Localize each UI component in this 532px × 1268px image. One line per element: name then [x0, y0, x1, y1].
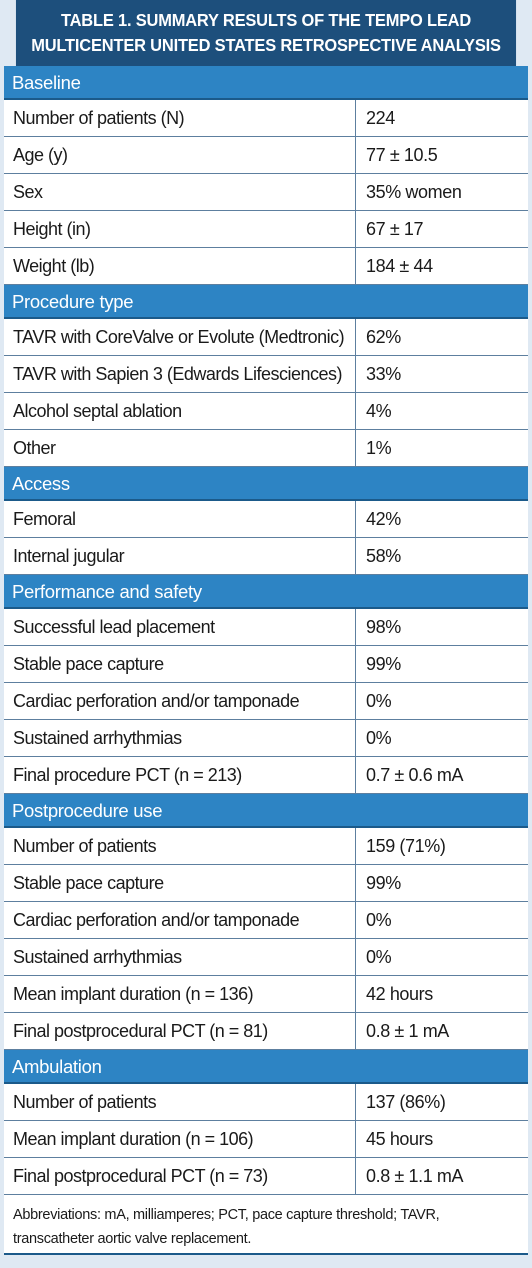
table-row: Final procedure PCT (n = 213) 0.7 ± 0.6 m… [4, 757, 528, 794]
row-label: Height (in) [4, 211, 356, 247]
footnote: Abbreviations: mA, milliamperes; PCT, pa… [4, 1195, 528, 1255]
row-value: 0.7 ± 0.6 mA [356, 757, 528, 793]
row-value: 42 hours [356, 976, 528, 1012]
row-value: 35% women [356, 174, 528, 210]
section-header: Ambulation [4, 1050, 528, 1084]
section-header: Procedure type [4, 285, 528, 319]
row-label: Mean implant duration (n = 136) [4, 976, 356, 1012]
table-row: Stable pace capture 99% [4, 865, 528, 902]
row-value: 58% [356, 538, 528, 574]
table-row: Mean implant duration (n = 136) 42 hours [4, 976, 528, 1013]
row-value: 0.8 ± 1 mA [356, 1013, 528, 1049]
section-header: Access [4, 467, 528, 501]
row-label: Sustained arrhythmias [4, 939, 356, 975]
row-value: 0% [356, 939, 528, 975]
table-row: TAVR with Sapien 3 (Edwards Lifesciences… [4, 356, 528, 393]
row-value: 137 (86%) [356, 1084, 528, 1120]
row-label: Stable pace capture [4, 865, 356, 901]
row-value: 98% [356, 609, 528, 645]
table-title-line-1: TABLE 1. SUMMARY RESULTS OF THE TEMPO LE… [60, 10, 472, 30]
row-label: Stable pace capture [4, 646, 356, 682]
table-row: Sustained arrhythmias 0% [4, 720, 528, 757]
table-row: Final postprocedural PCT (n = 81) 0.8 ± 1… [4, 1013, 528, 1050]
row-value: 67 ± 17 [356, 211, 528, 247]
row-value: 224 [356, 100, 528, 136]
table-row: Number of patients (N) 224 [4, 100, 528, 137]
table-row: TAVR with CoreValve or Evolute (Medtroni… [4, 319, 528, 356]
row-value: 62% [356, 319, 528, 355]
row-label: Age (y) [4, 137, 356, 173]
row-value: 4% [356, 393, 528, 429]
row-value: 1% [356, 430, 528, 466]
row-label: Other [4, 430, 356, 466]
table-row: Femoral 42% [4, 501, 528, 538]
row-label: Number of patients [4, 828, 356, 864]
table-row: Alcohol septal ablation 4% [4, 393, 528, 430]
table-row: Cardiac perforation and/or tamponade 0% [4, 683, 528, 720]
row-value: 159 (71%) [356, 828, 528, 864]
table-title: TABLE 1. SUMMARY RESULTS OF THE TEMPO LE… [15, 0, 517, 66]
table-row: Weight (lb) 184 ± 44 [4, 248, 528, 285]
row-label: Alcohol septal ablation [4, 393, 356, 429]
section-header: Postprocedure use [4, 794, 528, 828]
row-label: Cardiac perforation and/or tamponade [4, 902, 356, 938]
row-label: Sustained arrhythmias [4, 720, 356, 756]
row-value: 0% [356, 720, 528, 756]
row-value: 0% [356, 683, 528, 719]
table-row: Sustained arrhythmias 0% [4, 939, 528, 976]
section-header: Baseline [4, 66, 528, 100]
row-label: Final procedure PCT (n = 213) [4, 757, 356, 793]
table-row: Age (y) 77 ± 10.5 [4, 137, 528, 174]
row-value: 42% [356, 501, 528, 537]
table-row: Final postprocedural PCT (n = 73) 0.8 ± 1… [4, 1158, 528, 1195]
row-label: Number of patients [4, 1084, 356, 1120]
row-label: TAVR with CoreValve or Evolute (Medtroni… [4, 319, 356, 355]
table-row: Mean implant duration (n = 106) 45 hours [4, 1121, 528, 1158]
row-label: Internal jugular [4, 538, 356, 574]
row-value: 0% [356, 902, 528, 938]
table-row: Stable pace capture 99% [4, 646, 528, 683]
row-value: 77 ± 10.5 [356, 137, 528, 173]
table-row: Number of patients 137 (86%) [4, 1084, 528, 1121]
table-title-line-2: MULTICENTER UNITED STATES RETROSPECTIVE … [31, 35, 501, 55]
row-label: Successful lead placement [4, 609, 356, 645]
row-value: 99% [356, 865, 528, 901]
row-value: 45 hours [356, 1121, 528, 1157]
row-label: Sex [4, 174, 356, 210]
table-row: Number of patients 159 (71%) [4, 828, 528, 865]
table-row: Cardiac perforation and/or tamponade 0% [4, 902, 528, 939]
table-row: Height (in) 67 ± 17 [4, 211, 528, 248]
row-label: Weight (lb) [4, 248, 356, 284]
row-label: Final postprocedural PCT (n = 81) [4, 1013, 356, 1049]
row-value: 0.8 ± 1.1 mA [356, 1158, 528, 1194]
table-row: Internal jugular 58% [4, 538, 528, 575]
table-row: Sex 35% women [4, 174, 528, 211]
row-value: 184 ± 44 [356, 248, 528, 284]
table-row: Successful lead placement 98% [4, 609, 528, 646]
row-label: Mean implant duration (n = 106) [4, 1121, 356, 1157]
table-body: Baseline Number of patients (N) 224 Age (y)… [4, 66, 528, 1255]
row-label: Final postprocedural PCT (n = 73) [4, 1158, 356, 1194]
row-value: 33% [356, 356, 528, 392]
row-value: 99% [356, 646, 528, 682]
row-label: Femoral [4, 501, 356, 537]
table-row: Other 1% [4, 430, 528, 467]
row-label: Number of patients (N) [4, 100, 356, 136]
row-label: TAVR with Sapien 3 (Edwards Lifesciences… [4, 356, 356, 392]
section-header: Performance and safety [4, 575, 528, 609]
row-label: Cardiac perforation and/or tamponade [4, 683, 356, 719]
